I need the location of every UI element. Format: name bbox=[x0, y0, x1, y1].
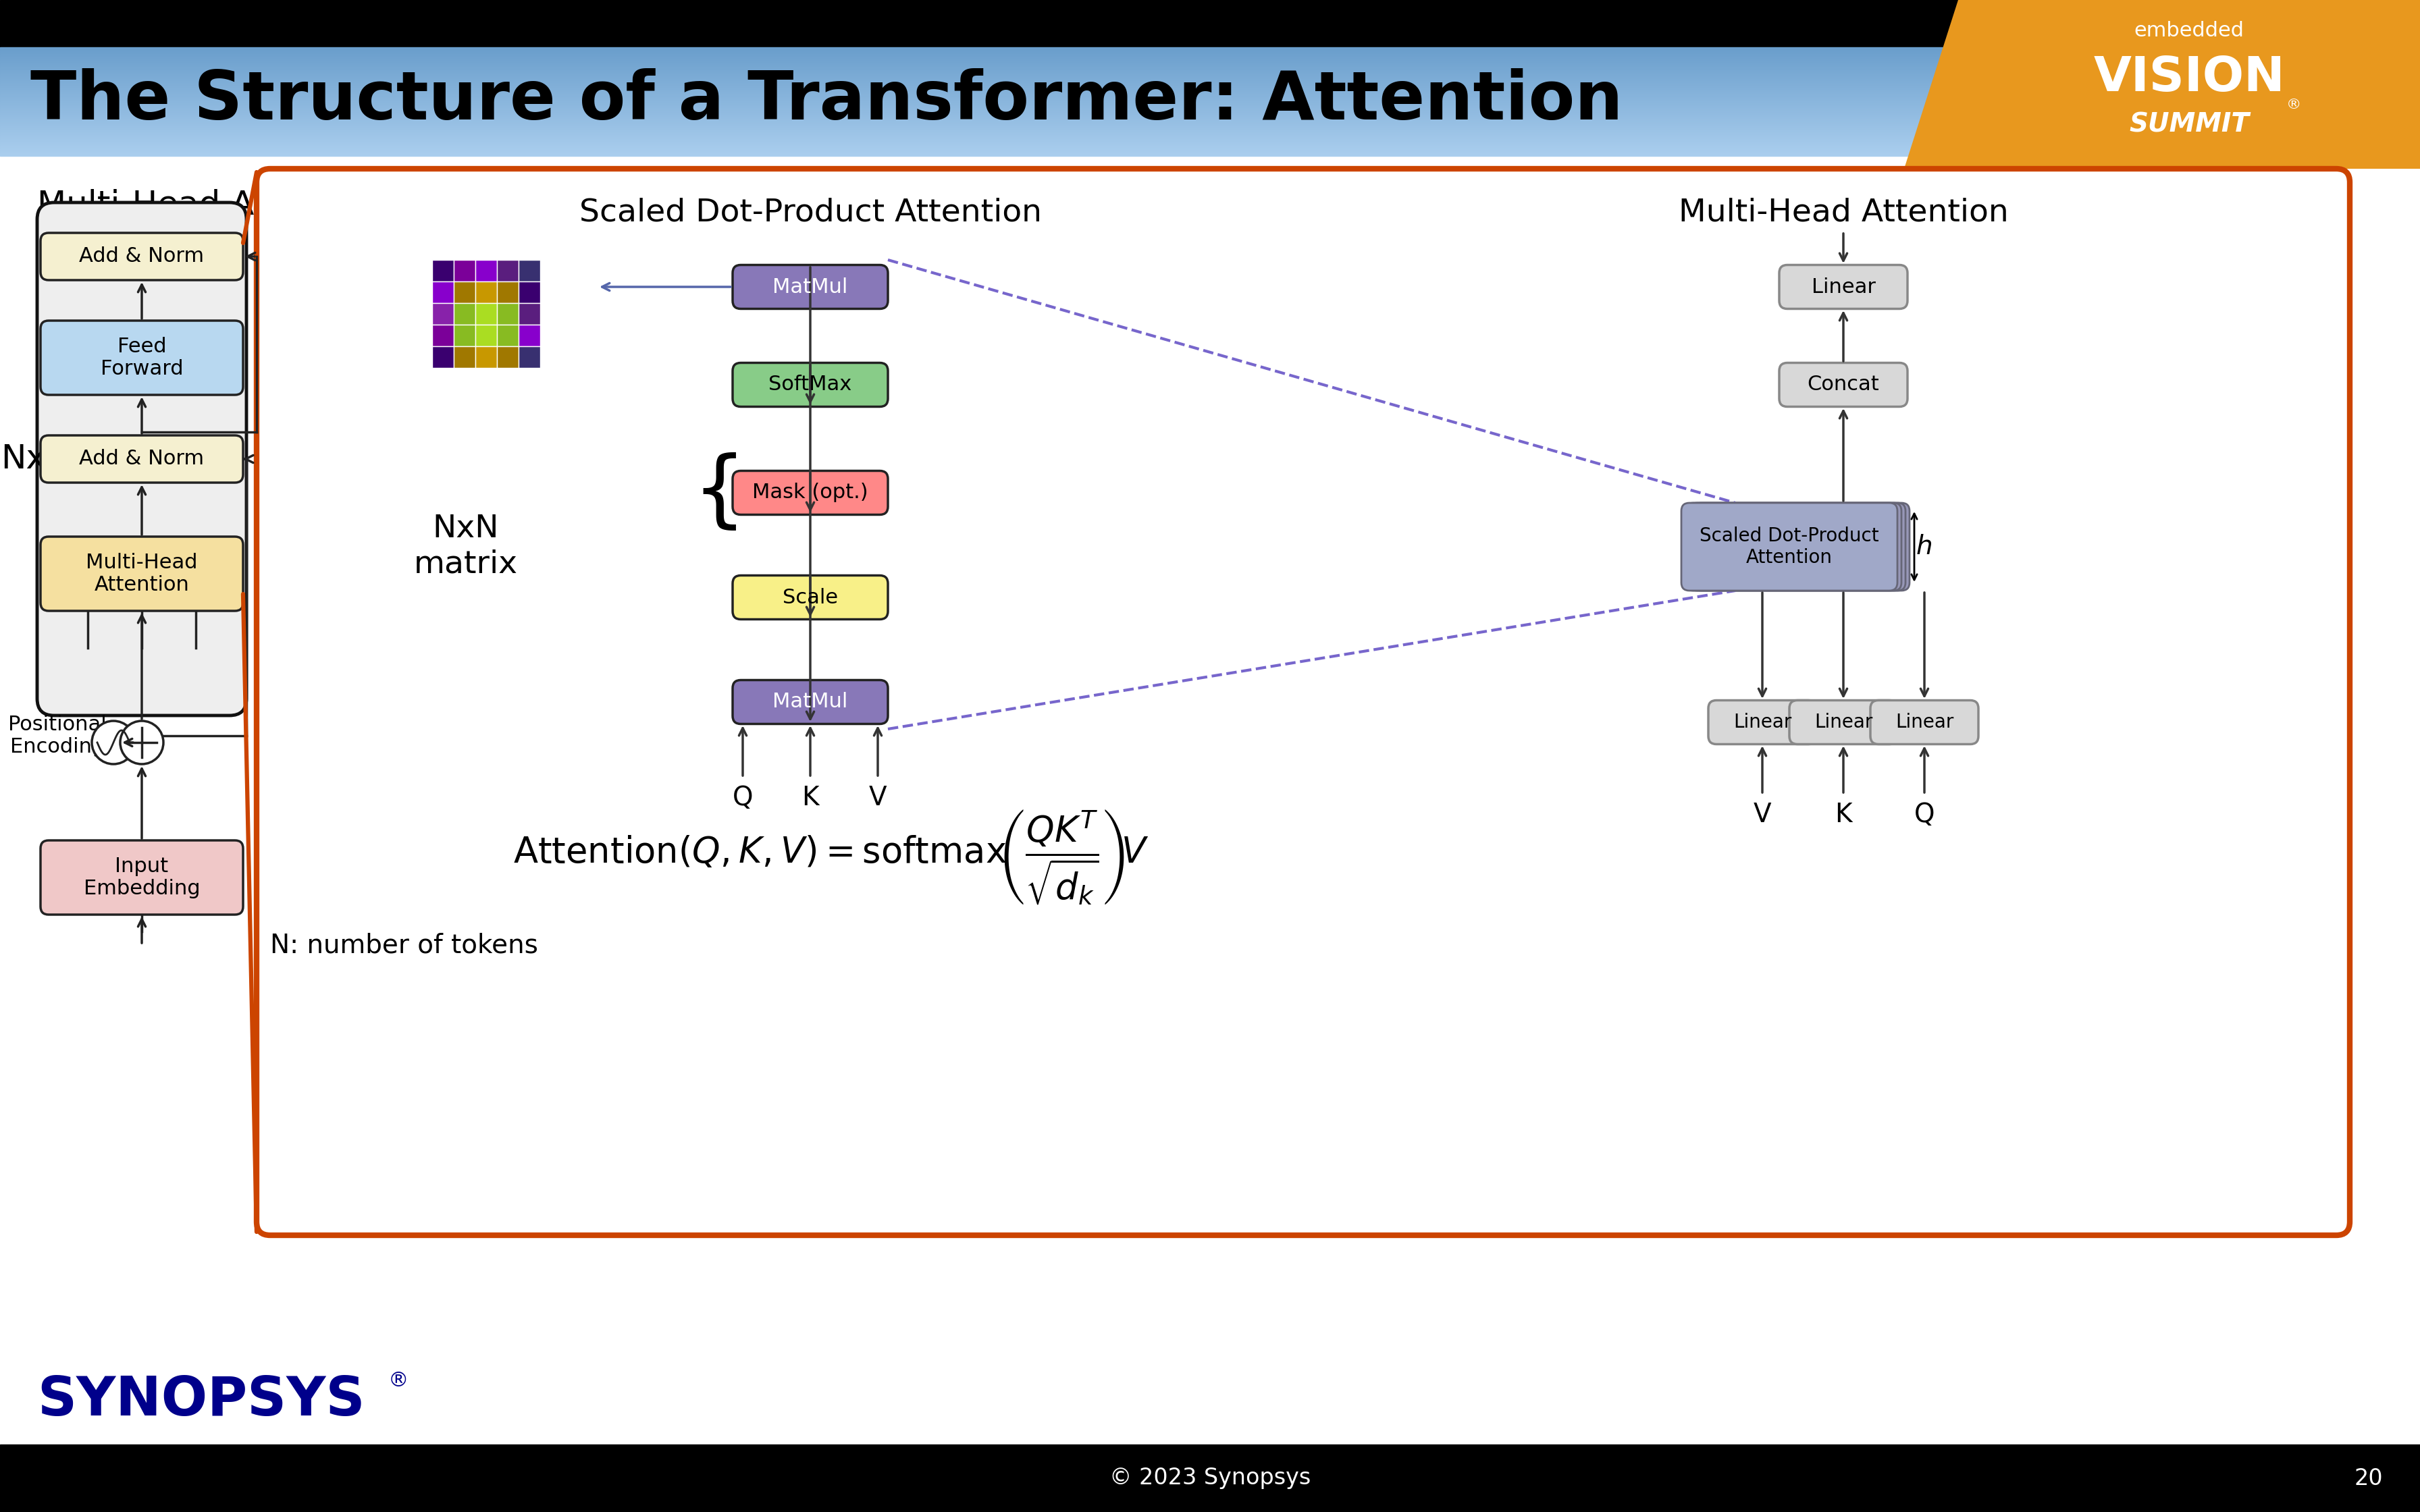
Bar bbox=[433, 302, 455, 325]
Text: embedded: embedded bbox=[2134, 21, 2243, 41]
Bar bbox=[518, 260, 540, 281]
Bar bbox=[474, 302, 496, 325]
Text: 20: 20 bbox=[2355, 1467, 2384, 1489]
FancyBboxPatch shape bbox=[733, 576, 888, 620]
Text: K: K bbox=[801, 785, 818, 810]
FancyBboxPatch shape bbox=[1684, 503, 1902, 591]
FancyBboxPatch shape bbox=[1694, 503, 1909, 591]
FancyBboxPatch shape bbox=[1709, 700, 1817, 744]
Bar bbox=[433, 260, 455, 281]
Text: VISION: VISION bbox=[2093, 54, 2284, 101]
Text: Q: Q bbox=[1914, 801, 1934, 827]
Text: MatMul: MatMul bbox=[772, 692, 847, 712]
Bar bbox=[455, 281, 474, 302]
Bar bbox=[474, 346, 496, 367]
Bar bbox=[433, 346, 455, 367]
Text: Q: Q bbox=[733, 785, 753, 810]
Bar bbox=[455, 260, 474, 281]
Text: N: number of tokens: N: number of tokens bbox=[271, 933, 537, 957]
Polygon shape bbox=[1905, 0, 2420, 169]
Text: Linear: Linear bbox=[1815, 712, 1873, 732]
FancyBboxPatch shape bbox=[733, 265, 888, 308]
FancyBboxPatch shape bbox=[41, 537, 242, 611]
FancyBboxPatch shape bbox=[1788, 700, 1897, 744]
FancyBboxPatch shape bbox=[36, 203, 247, 715]
FancyBboxPatch shape bbox=[1871, 700, 1980, 744]
Text: Multi-Head Attention: Multi-Head Attention bbox=[36, 189, 387, 221]
Text: Scaled Dot-Product
Attention: Scaled Dot-Product Attention bbox=[1699, 526, 1878, 567]
FancyBboxPatch shape bbox=[41, 841, 242, 915]
Bar bbox=[0, 156, 2420, 1512]
Text: $\mathrm{Attention}(Q, K, V) = \mathrm{softmax}\!\left(\dfrac{QK^T}{\sqrt{d_k}}\: $\mathrm{Attention}(Q, K, V) = \mathrm{s… bbox=[513, 807, 1150, 907]
Bar bbox=[518, 325, 540, 346]
Bar bbox=[474, 281, 496, 302]
Circle shape bbox=[121, 721, 165, 764]
FancyBboxPatch shape bbox=[733, 363, 888, 407]
Bar bbox=[518, 281, 540, 302]
Text: K: K bbox=[1834, 801, 1851, 827]
FancyBboxPatch shape bbox=[41, 321, 242, 395]
Bar bbox=[496, 260, 518, 281]
Bar bbox=[455, 302, 474, 325]
FancyBboxPatch shape bbox=[1682, 503, 1897, 591]
Bar bbox=[433, 281, 455, 302]
Bar bbox=[474, 260, 496, 281]
Text: Linear: Linear bbox=[1895, 712, 1953, 732]
Text: Add & Norm: Add & Norm bbox=[80, 449, 203, 469]
Text: Scale: Scale bbox=[782, 588, 837, 608]
Bar bbox=[0, 1444, 2420, 1512]
Text: SUMMIT: SUMMIT bbox=[2130, 112, 2248, 138]
Text: Input
Embedding: Input Embedding bbox=[85, 856, 201, 898]
Text: Linear: Linear bbox=[1810, 277, 1876, 296]
Text: Multi-Head
Attention: Multi-Head Attention bbox=[87, 552, 198, 594]
FancyBboxPatch shape bbox=[257, 169, 2350, 1235]
Bar bbox=[496, 281, 518, 302]
Text: NxN
matrix: NxN matrix bbox=[414, 514, 518, 579]
Bar bbox=[518, 302, 540, 325]
Text: SoftMax: SoftMax bbox=[770, 375, 852, 395]
FancyBboxPatch shape bbox=[1779, 363, 1907, 407]
Bar bbox=[518, 346, 540, 367]
Text: Positional
Encoding: Positional Encoding bbox=[7, 715, 106, 758]
Text: MatMul: MatMul bbox=[772, 277, 847, 296]
Text: Linear: Linear bbox=[1733, 712, 1791, 732]
Text: Feed
Forward: Feed Forward bbox=[99, 337, 184, 380]
Text: Mask (opt.): Mask (opt.) bbox=[753, 482, 869, 502]
Text: Add & Norm: Add & Norm bbox=[80, 246, 203, 266]
FancyBboxPatch shape bbox=[733, 680, 888, 724]
Text: The Structure of a Transformer: Attention: The Structure of a Transformer: Attentio… bbox=[31, 68, 1624, 135]
FancyBboxPatch shape bbox=[41, 435, 242, 482]
Text: Concat: Concat bbox=[1808, 375, 1880, 395]
Bar bbox=[474, 325, 496, 346]
Text: V: V bbox=[869, 785, 886, 810]
Circle shape bbox=[92, 721, 136, 764]
Bar bbox=[455, 346, 474, 367]
FancyBboxPatch shape bbox=[733, 470, 888, 514]
Bar bbox=[496, 325, 518, 346]
Text: ®: ® bbox=[387, 1370, 409, 1390]
FancyBboxPatch shape bbox=[1779, 265, 1907, 308]
Text: Nx: Nx bbox=[0, 443, 46, 475]
Bar bbox=[0, 0, 2420, 47]
FancyBboxPatch shape bbox=[41, 233, 242, 280]
Text: Scaled Dot-Product Attention: Scaled Dot-Product Attention bbox=[578, 198, 1041, 228]
Bar bbox=[455, 325, 474, 346]
Bar bbox=[496, 346, 518, 367]
Text: Multi-Head Attention: Multi-Head Attention bbox=[1679, 198, 2009, 228]
Bar bbox=[433, 325, 455, 346]
Text: h: h bbox=[1917, 534, 1934, 559]
Text: © 2023 Synopsys: © 2023 Synopsys bbox=[1108, 1467, 1312, 1489]
Bar bbox=[496, 302, 518, 325]
FancyBboxPatch shape bbox=[1689, 503, 1905, 591]
Text: SYNOPSYS: SYNOPSYS bbox=[36, 1374, 365, 1427]
Text: {: { bbox=[692, 452, 745, 534]
Text: ®: ® bbox=[2287, 98, 2301, 112]
Text: V: V bbox=[1754, 801, 1771, 827]
